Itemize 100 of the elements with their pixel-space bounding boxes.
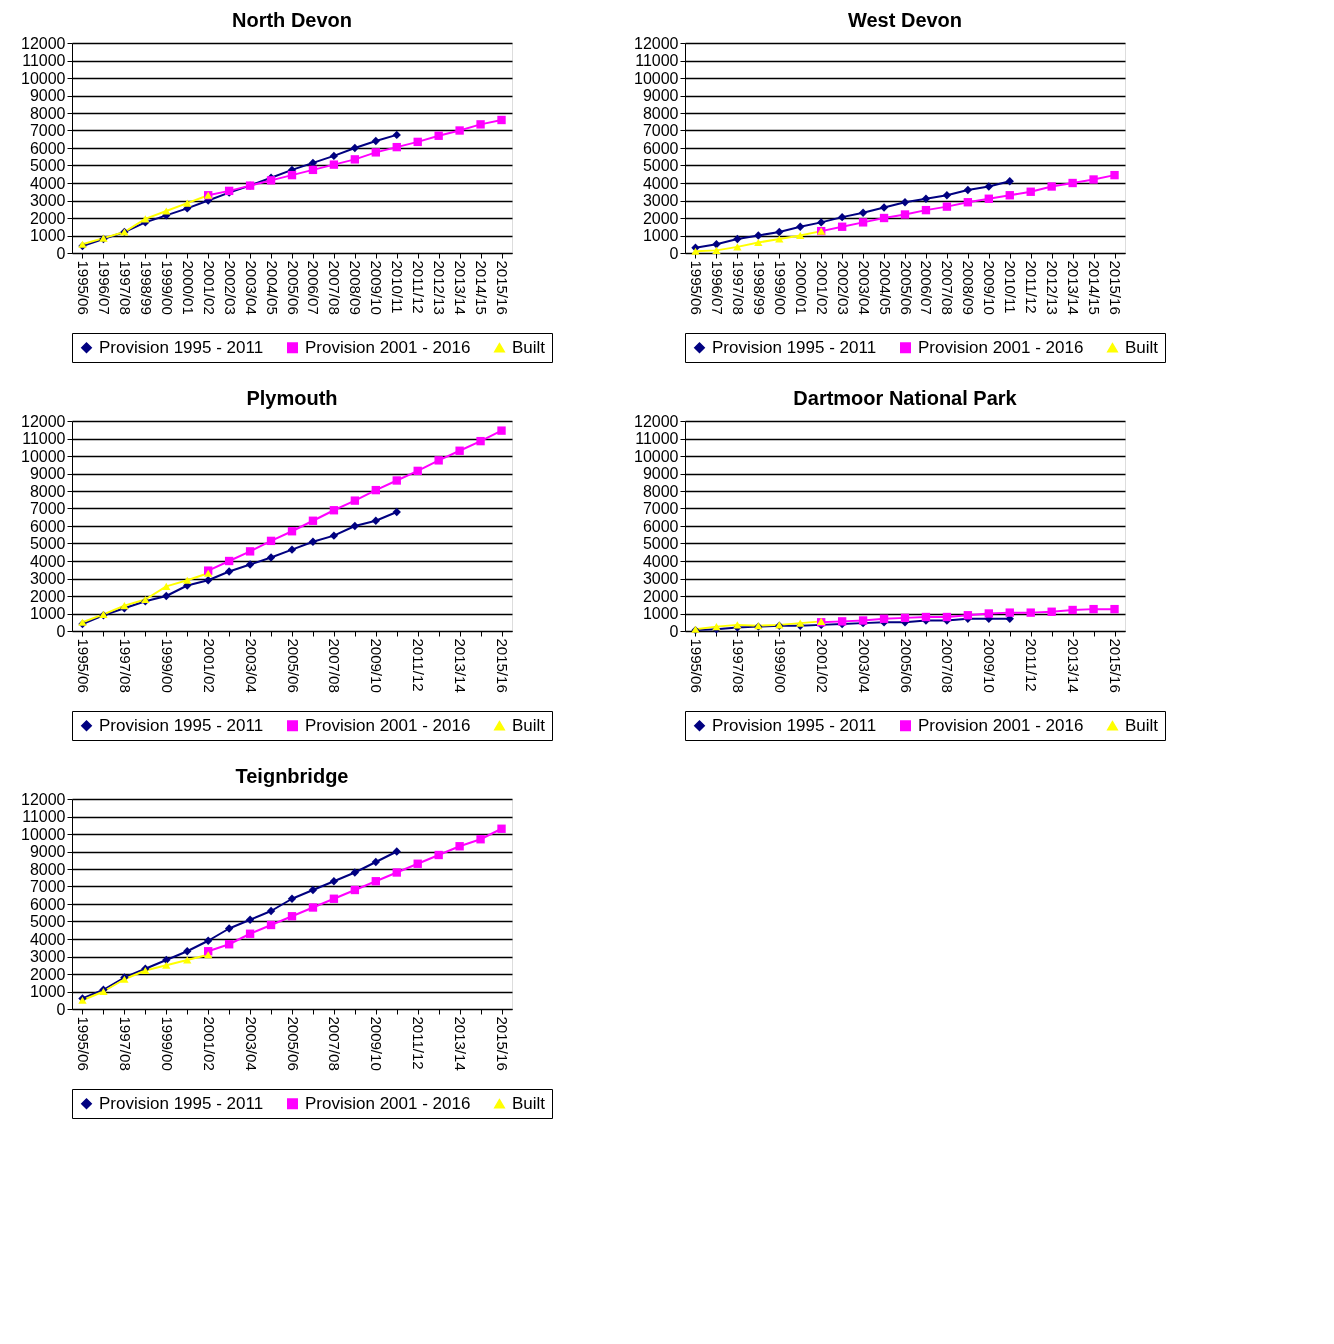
x-tick-label: 2003/04 [242, 1016, 260, 1071]
y-tick-label: 5000 [642, 157, 679, 174]
x-tick-label: 2003/04 [855, 260, 873, 315]
y-tick-label: 2000 [642, 587, 679, 605]
x-tick-label: 2015/16 [494, 1016, 512, 1071]
x-tick-label: 2006/07 [918, 260, 936, 315]
x-tick-label: 2012/13 [431, 260, 449, 315]
y-tick-label: 5000 [29, 535, 66, 552]
y-tick-label: 3000 [29, 948, 66, 965]
y-tick-label: 9000 [29, 843, 66, 860]
x-tick-label: 1998/99 [137, 260, 155, 315]
legend-label: Built [1125, 337, 1159, 357]
legend-label: Provision 2001 - 2016 [305, 1093, 471, 1113]
y-tick-label: 10000 [21, 69, 66, 87]
y-tick-label: 10000 [21, 447, 66, 465]
y-tick-label: 8000 [29, 860, 66, 878]
x-tick-label: 2007/08 [939, 638, 957, 693]
x-tick-label: 2001/02 [200, 638, 218, 693]
x-tick-label: 2011/12 [410, 1016, 428, 1070]
y-tick-label: 4000 [29, 174, 66, 192]
y-tick-label: 1000 [29, 605, 66, 622]
legend-label: Built [512, 715, 546, 735]
y-tick-label: 4000 [642, 552, 679, 570]
x-tick-label: 2014/15 [1086, 260, 1104, 315]
x-tick-label: 2001/02 [200, 1016, 218, 1071]
x-tick-label: 2002/03 [221, 260, 239, 315]
x-tick-label: 2013/14 [452, 1016, 470, 1071]
x-tick-label: 1999/00 [158, 260, 176, 315]
chart-title: North Devon [232, 9, 352, 31]
x-tick-label: 2013/14 [452, 638, 470, 693]
x-tick-label: 2015/16 [1107, 638, 1125, 693]
x-tick-label: 2015/16 [494, 638, 512, 693]
y-tick-label: 9000 [642, 87, 679, 104]
y-tick-label: 0 [56, 1000, 66, 1018]
y-tick-label: 10000 [634, 447, 679, 465]
legend-label: Provision 2001 - 2016 [305, 715, 471, 735]
chart-title: Dartmoor National Park [793, 387, 1018, 409]
legend-label: Built [512, 337, 546, 357]
x-tick-label: 1999/00 [158, 638, 176, 693]
x-tick-label: 1999/00 [158, 1016, 176, 1071]
y-tick-label: 0 [669, 622, 679, 640]
x-tick-label: 2009/10 [368, 1016, 386, 1071]
y-tick-label: 6000 [29, 895, 66, 913]
y-tick-label: 10000 [21, 825, 66, 843]
y-tick-label: 1000 [642, 605, 679, 622]
y-tick-label: 6000 [642, 517, 679, 535]
y-tick-label: 9000 [642, 465, 679, 482]
x-tick-label: 2013/14 [1065, 260, 1083, 315]
y-tick-label: 8000 [642, 104, 679, 122]
legend-label: Provision 2001 - 2016 [918, 337, 1084, 357]
x-tick-label: 2010/11 [1002, 260, 1020, 314]
x-tick-label: 1996/07 [708, 260, 726, 315]
y-tick-label: 10000 [634, 69, 679, 87]
x-tick-label: 2005/06 [284, 260, 302, 315]
y-tick-label: 9000 [29, 465, 66, 482]
x-tick-label: 2009/10 [981, 638, 999, 693]
y-tick-label: 8000 [29, 104, 66, 122]
x-tick-label: 2015/16 [494, 260, 512, 315]
y-tick-label: 8000 [642, 482, 679, 500]
x-tick-label: 2003/04 [242, 638, 260, 693]
x-tick-label: 2000/01 [179, 260, 197, 315]
legend-label: Provision 1995 - 2011 [712, 337, 877, 357]
x-tick-label: 2004/05 [263, 260, 281, 315]
x-tick-label: 2007/08 [326, 260, 344, 315]
y-tick-label: 3000 [642, 570, 679, 587]
x-tick-label: 2000/01 [792, 260, 810, 315]
x-tick-label: 1999/00 [771, 638, 789, 693]
x-tick-label: 2009/10 [981, 260, 999, 315]
y-tick-label: 8000 [29, 482, 66, 500]
x-tick-label: 2011/12 [1023, 260, 1041, 314]
y-tick-label: 2000 [29, 965, 66, 983]
legend-label: Built [512, 1093, 546, 1113]
y-tick-label: 12000 [634, 34, 679, 52]
y-tick-label: 2000 [29, 209, 66, 227]
x-tick-label: 1995/06 [687, 638, 705, 693]
y-tick-label: 3000 [29, 192, 66, 209]
legend-label: Provision 1995 - 2011 [99, 715, 264, 735]
x-tick-label: 1995/06 [687, 260, 705, 315]
y-tick-label: 11000 [22, 52, 66, 69]
x-tick-label: 2001/02 [200, 260, 218, 315]
y-tick-label: 1000 [642, 227, 679, 244]
x-tick-label: 2005/06 [284, 1016, 302, 1071]
legend-label: Built [1125, 715, 1159, 735]
y-tick-label: 5000 [29, 157, 66, 174]
chart-title: Plymouth [246, 387, 338, 409]
y-tick-label: 1000 [29, 983, 66, 1000]
y-tick-label: 0 [56, 622, 66, 640]
y-tick-label: 0 [56, 244, 66, 262]
y-tick-label: 6000 [29, 517, 66, 535]
y-tick-label: 12000 [21, 34, 66, 52]
y-tick-label: 2000 [29, 587, 66, 605]
y-tick-label: 3000 [29, 570, 66, 587]
y-tick-label: 3000 [642, 192, 679, 209]
y-tick-label: 11000 [22, 430, 66, 447]
x-tick-label: 2014/15 [473, 260, 491, 315]
x-tick-label: 2013/14 [452, 260, 470, 315]
x-tick-label: 2011/12 [410, 260, 428, 314]
y-tick-label: 12000 [634, 412, 679, 430]
y-tick-label: 5000 [642, 535, 679, 552]
x-tick-label: 2003/04 [855, 638, 873, 693]
